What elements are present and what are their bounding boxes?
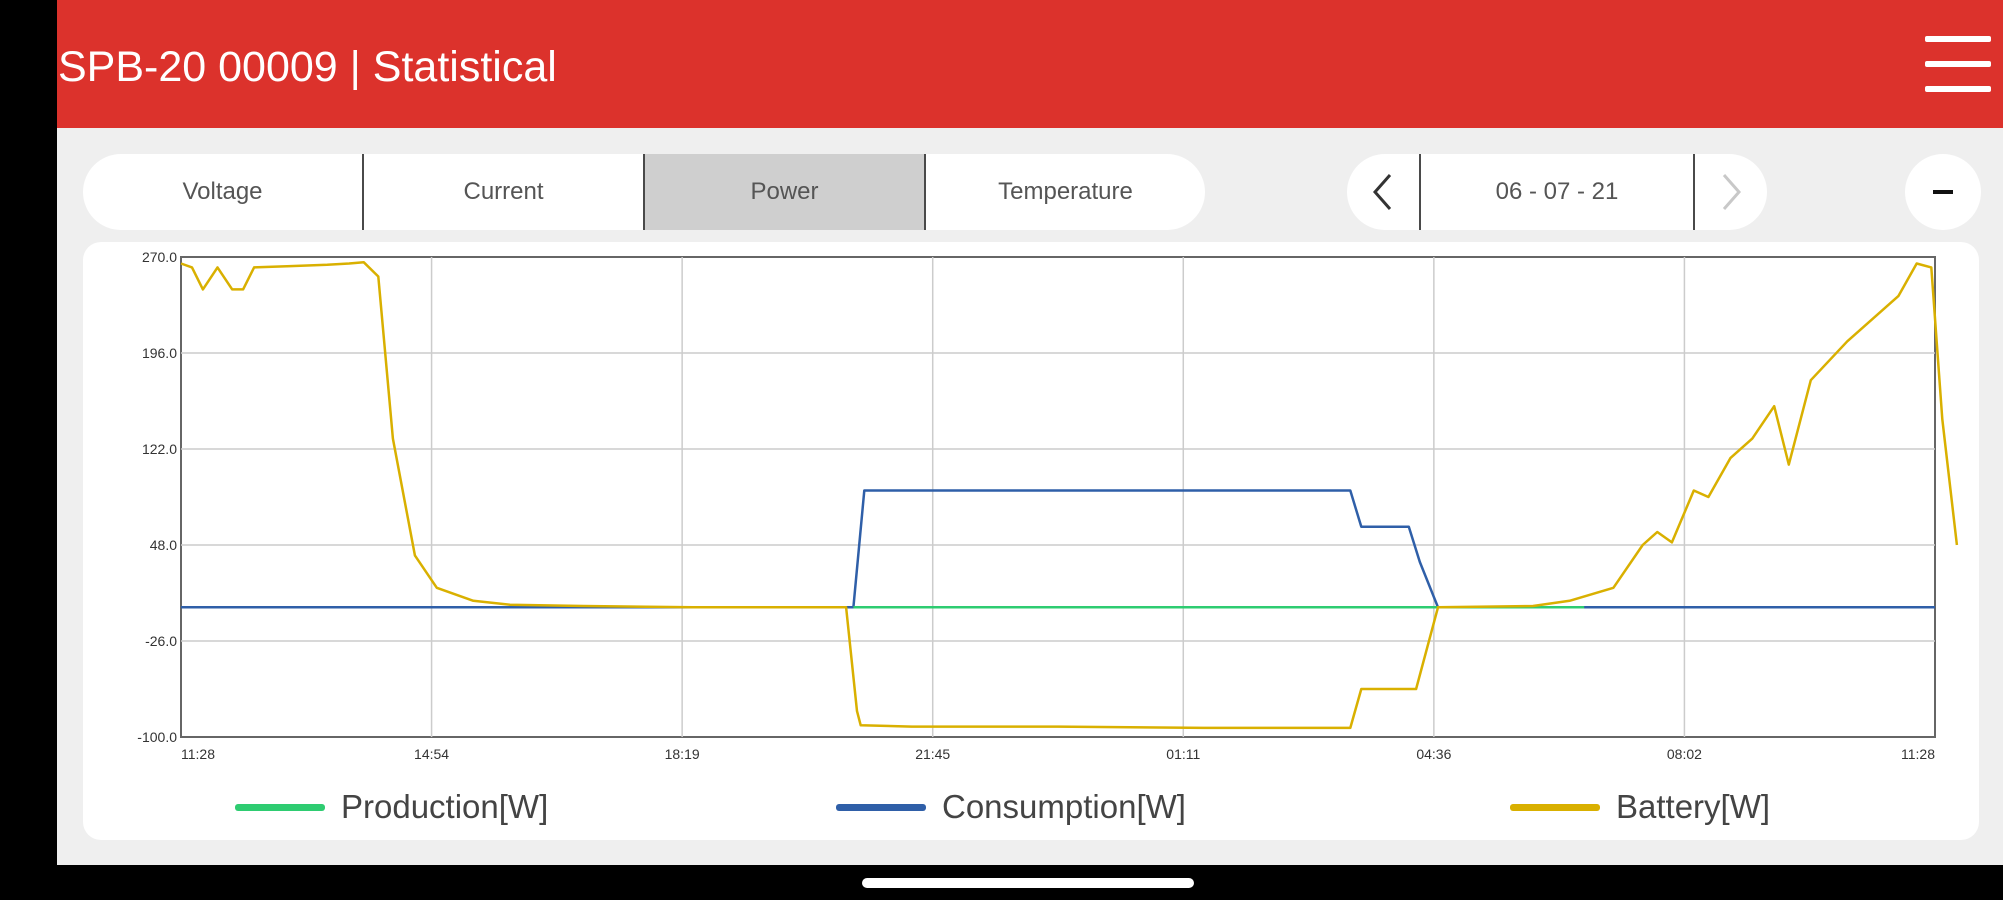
app-bar: SPB-20 00009 | Statistical — [57, 0, 2003, 128]
battery-line — [180, 260, 1959, 730]
x-tick-label: 01:11 — [1166, 746, 1200, 762]
y-tick-label: 122.0 — [142, 441, 177, 457]
date-navigator: 06 - 07 - 21 — [1347, 154, 1767, 230]
page-title: SPB-20 00009 | Statistical — [58, 43, 557, 91]
tab-voltage[interactable]: Voltage — [182, 178, 263, 205]
minus-icon[interactable] — [1905, 154, 1981, 230]
consumption-line — [181, 489, 1935, 609]
legend-item-battery: Battery[W] — [1510, 782, 1770, 832]
x-tick-label: 11:28 — [1901, 746, 1935, 762]
hamburger-menu-icon[interactable] — [1925, 36, 1991, 92]
legend-label-consumption: Consumption[W] — [942, 788, 1186, 825]
date-label: 06 - 07 - 21 — [1495, 178, 1619, 205]
x-tick-label: 14:54 — [414, 746, 449, 762]
tab-temperature[interactable]: Temperature — [924, 154, 1205, 230]
plot-frame — [180, 256, 1936, 738]
x-tick-label: 18:19 — [665, 746, 700, 762]
tab-power[interactable]: Power — [643, 154, 924, 230]
y-tick-label: 196.0 — [142, 345, 177, 361]
chevron-right-icon[interactable] — [1693, 154, 1767, 230]
chart-legend: Production[W] Consumption[W] Battery[W] — [83, 782, 1979, 832]
consumption-swatch — [836, 803, 926, 811]
y-tick-label: 48.0 — [150, 537, 177, 553]
x-tick-label: 04:36 — [1416, 746, 1451, 762]
legend-item-production: Production[W] — [235, 782, 548, 832]
production-swatch — [235, 803, 325, 811]
app-screen: SPB-20 00009 | Statistical Voltage Curre… — [57, 0, 2003, 865]
metric-tabs: Voltage Current Power Temperature — [83, 154, 1205, 230]
battery-swatch — [1510, 803, 1600, 811]
y-tick-label: -26.0 — [145, 633, 177, 649]
power-chart: 11:28 14:54 18:19 21:45 01:11 04:36 08:02 11:28… — [83, 242, 1979, 840]
tab-current[interactable]: Current — [362, 154, 643, 230]
legend-item-consumption: Consumption[W] — [836, 782, 1186, 832]
x-tick-label: 11:28 — [181, 746, 215, 762]
x-tick-label: 08:02 — [1667, 746, 1702, 762]
legend-label-production: Production[W] — [341, 788, 549, 825]
x-tick-label: 21:45 — [915, 746, 950, 762]
chevron-left-icon[interactable] — [1347, 154, 1421, 230]
chart-canvas: 11:28 14:54 18:19 21:45 01:11 04:36 08:02 11:28… — [137, 249, 1959, 762]
y-tick-label: -100.0 — [137, 729, 177, 745]
legend-label-battery: Battery[W] — [1616, 788, 1771, 825]
home-indicator — [862, 878, 1194, 888]
y-tick-label: 270.0 — [142, 249, 177, 265]
